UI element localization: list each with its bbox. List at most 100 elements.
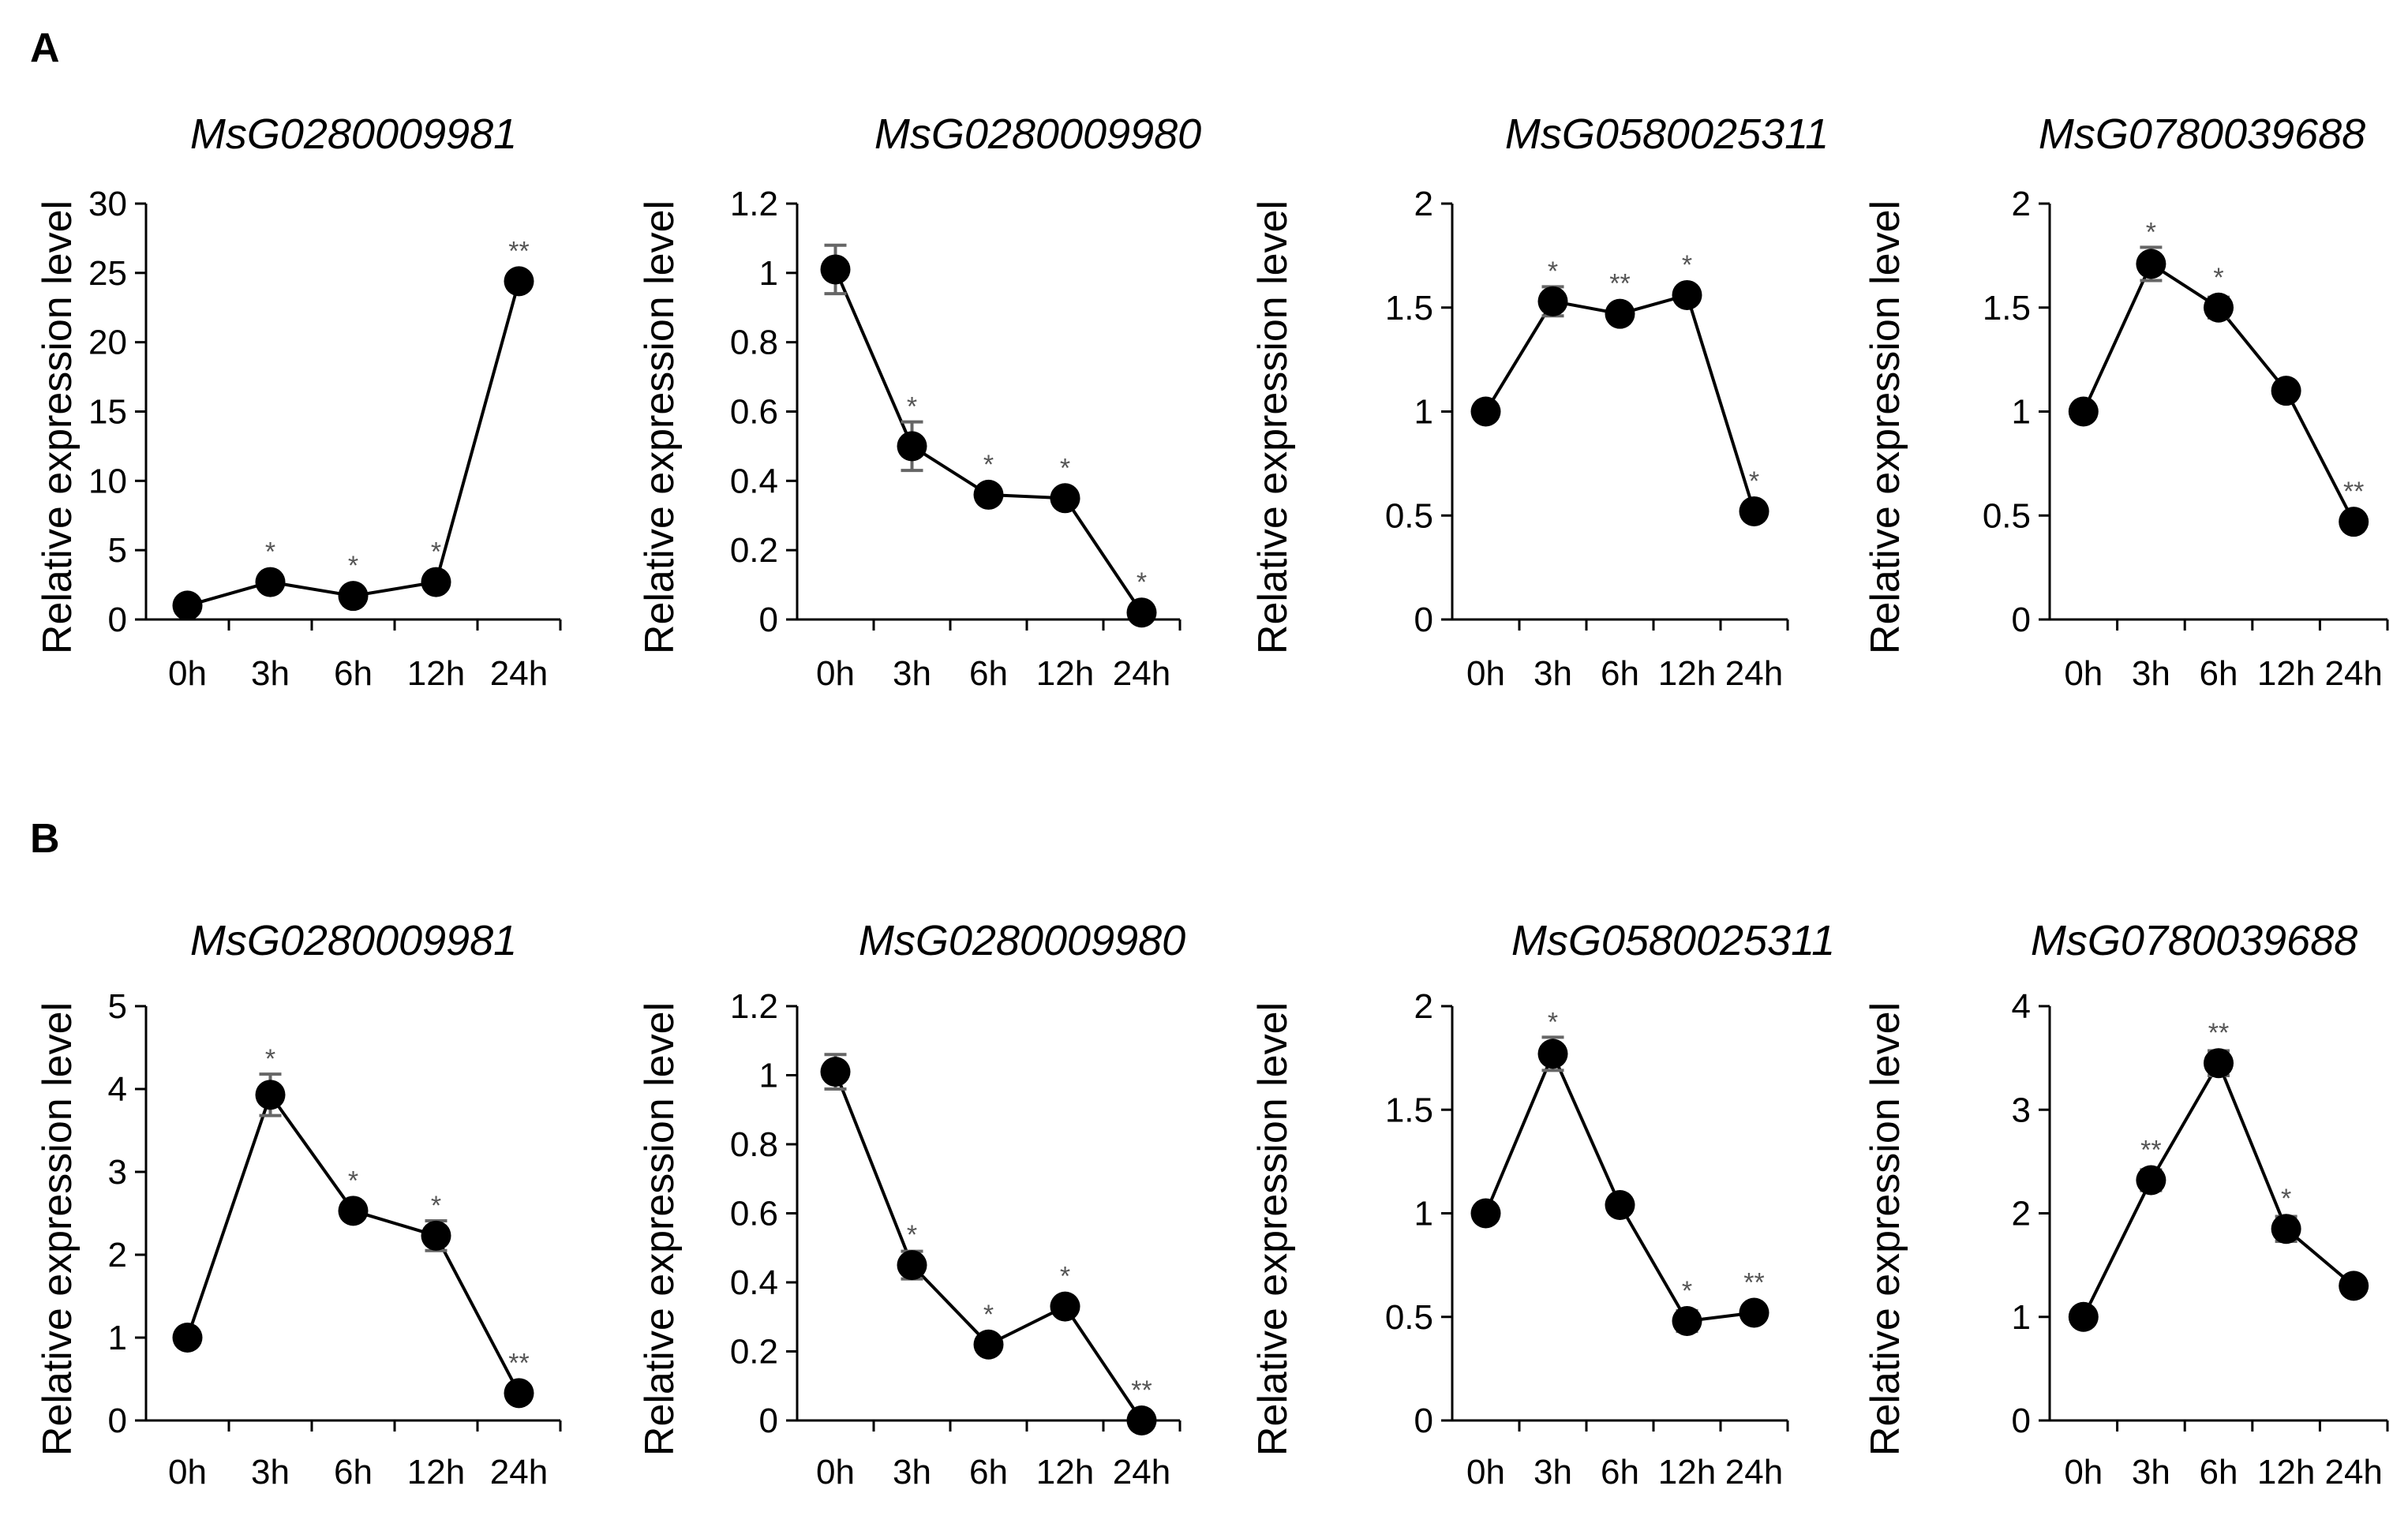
y-axis-label: Relative expression level bbox=[637, 1002, 683, 1456]
significance-label: * bbox=[907, 1220, 917, 1250]
chart-a-1: MsG0280009981 Relative expression level 0 5… bbox=[35, 110, 562, 693]
data-point bbox=[973, 1329, 1004, 1360]
significance-label: ** bbox=[2208, 1018, 2229, 1048]
x-tick-label: 24h bbox=[1113, 654, 1170, 693]
y-tick-label: 1 bbox=[2012, 393, 2031, 432]
data-point bbox=[255, 1080, 286, 1110]
data-point bbox=[2271, 1214, 2301, 1244]
x-tick-label: 12h bbox=[1658, 654, 1716, 693]
data-point bbox=[2339, 507, 2369, 537]
significance-label: ** bbox=[2343, 477, 2364, 507]
chart-title: MsG0780039688 bbox=[2031, 917, 2357, 964]
significance-label: * bbox=[265, 537, 275, 567]
data-point bbox=[338, 581, 369, 612]
data-point bbox=[421, 567, 451, 597]
y-tick-label: 3 bbox=[2012, 1091, 2031, 1129]
y-tick-label: 25 bbox=[88, 254, 127, 293]
data-point bbox=[1470, 396, 1501, 427]
y-tick-label: 1.5 bbox=[1385, 289, 1433, 327]
x-tick-label: 12h bbox=[407, 1453, 465, 1491]
data-point bbox=[1605, 1190, 1635, 1220]
y-tick-label: 0.8 bbox=[730, 324, 778, 362]
data-point bbox=[504, 1378, 534, 1409]
data-point bbox=[1605, 298, 1635, 329]
significance-label: ** bbox=[1609, 269, 1630, 299]
data-point bbox=[820, 1057, 851, 1087]
data-point bbox=[1739, 496, 1769, 526]
significance-label: ** bbox=[508, 236, 529, 266]
data-point bbox=[2271, 376, 2301, 406]
y-tick-label: 5 bbox=[108, 531, 127, 570]
significance-label: * bbox=[1548, 256, 1558, 286]
y-tick-label: 0 bbox=[1414, 601, 1433, 639]
data-point bbox=[1126, 1405, 1157, 1435]
data-point bbox=[1739, 1297, 1769, 1328]
data-point bbox=[2136, 249, 2166, 279]
significance-label: * bbox=[1060, 453, 1070, 483]
x-tick-label: 0h bbox=[816, 1453, 855, 1491]
series-line bbox=[1484, 1050, 1755, 1323]
y-tick-label: 1.5 bbox=[1385, 1091, 1433, 1129]
chart-b-4: MsG0780039688 Relative expression level 0 1… bbox=[1863, 917, 2389, 1491]
significance-label: * bbox=[983, 450, 994, 480]
x-tick-label: 3h bbox=[2132, 1453, 2170, 1491]
data-point bbox=[2136, 1165, 2166, 1196]
y-axis-label: Relative expression level bbox=[1863, 1002, 1908, 1456]
data-point bbox=[172, 1323, 203, 1353]
y-tick-label: 2 bbox=[2012, 185, 2031, 223]
y-tick-label: 0 bbox=[108, 601, 127, 639]
data-point bbox=[2204, 1048, 2234, 1079]
y-tick-label: 1 bbox=[108, 1319, 127, 1357]
x-tick-label: 0h bbox=[2064, 654, 2103, 693]
y-axis-label: Relative expression level bbox=[637, 200, 683, 654]
x-tick-label: 12h bbox=[1658, 1453, 1716, 1491]
x-tick-label: 12h bbox=[2257, 1453, 2315, 1491]
chart-title: MsG0280009981 bbox=[190, 917, 517, 964]
y-tick-label: 0 bbox=[759, 1402, 778, 1440]
panel-letter-b: B bbox=[30, 816, 60, 862]
x-tick-label: 0h bbox=[1466, 1453, 1505, 1491]
y-axis-label: Relative expression level bbox=[35, 1002, 81, 1456]
x-tick-label: 6h bbox=[1601, 1453, 1639, 1491]
y-tick-label: 30 bbox=[88, 185, 127, 223]
y-tick-label: 0 bbox=[2012, 1402, 2031, 1440]
significance-label: * bbox=[348, 1166, 358, 1196]
y-tick-label: 0.6 bbox=[730, 1195, 778, 1233]
y-tick-label: 4 bbox=[108, 1070, 127, 1109]
x-tick-label: 6h bbox=[2200, 1453, 2238, 1491]
y-tick-label: 0 bbox=[108, 1402, 127, 1440]
x-tick-label: 3h bbox=[251, 654, 290, 693]
y-tick-label: 2 bbox=[2012, 1195, 2031, 1233]
y-tick-label: 0.5 bbox=[1385, 496, 1433, 535]
significance-label: * bbox=[1137, 567, 1147, 597]
x-tick-label: 6h bbox=[334, 1453, 373, 1491]
y-axis-label: Relative expression level bbox=[1250, 200, 1296, 654]
chart-title: MsG0280009980 bbox=[859, 917, 1185, 964]
data-point bbox=[1672, 1306, 1702, 1336]
x-tick-label: 24h bbox=[1725, 654, 1783, 693]
data-point bbox=[172, 590, 203, 621]
x-tick-label: 0h bbox=[2064, 1453, 2103, 1491]
significance-label: * bbox=[2146, 217, 2156, 247]
y-tick-label: 0.6 bbox=[730, 393, 778, 432]
x-tick-label: 6h bbox=[334, 654, 373, 693]
y-tick-label: 0.2 bbox=[730, 1333, 778, 1372]
x-tick-label: 6h bbox=[1601, 654, 1639, 693]
significance-label: * bbox=[348, 551, 358, 581]
y-tick-label: 1 bbox=[1414, 393, 1433, 432]
x-tick-label: 6h bbox=[969, 1453, 1008, 1491]
x-tick-label: 3h bbox=[893, 654, 931, 693]
x-tick-label: 0h bbox=[816, 654, 855, 693]
significance-label: * bbox=[265, 1044, 275, 1074]
significance-label: ** bbox=[508, 1348, 529, 1378]
chart-title: MsG0280009981 bbox=[190, 110, 517, 158]
significance-label: * bbox=[1749, 466, 1759, 496]
data-point bbox=[1050, 1291, 1080, 1322]
significance-label: * bbox=[1682, 250, 1692, 280]
x-tick-label: 3h bbox=[1534, 654, 1572, 693]
data-point bbox=[1126, 597, 1157, 628]
significance-label: * bbox=[2281, 1184, 2291, 1214]
